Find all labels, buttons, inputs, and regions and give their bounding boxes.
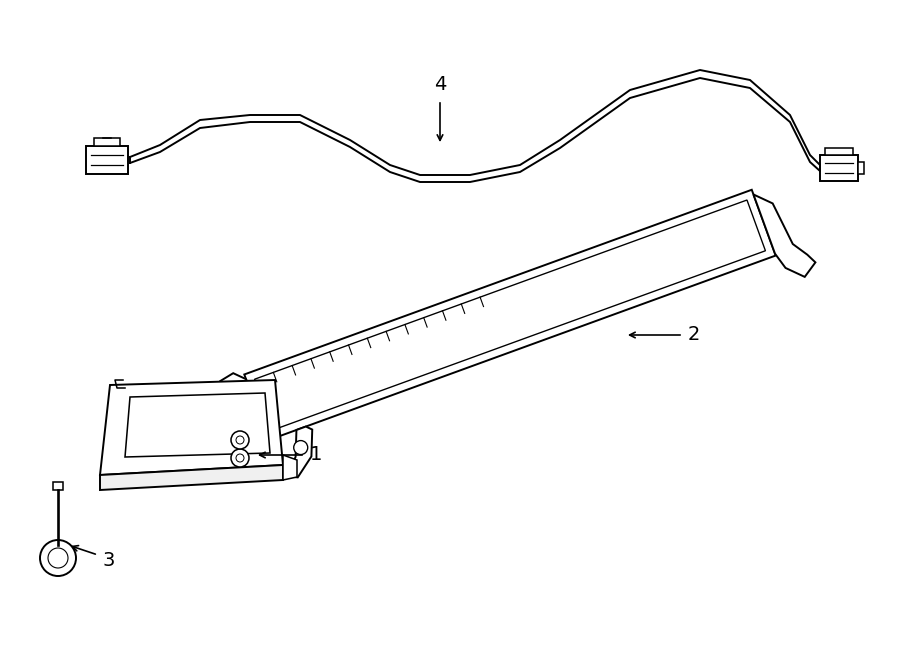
FancyBboxPatch shape bbox=[94, 138, 120, 146]
Text: 4: 4 bbox=[434, 75, 446, 95]
Polygon shape bbox=[283, 455, 297, 480]
Circle shape bbox=[231, 431, 249, 449]
Polygon shape bbox=[125, 393, 270, 457]
Text: 2: 2 bbox=[688, 325, 700, 344]
FancyBboxPatch shape bbox=[86, 146, 128, 174]
Polygon shape bbox=[255, 200, 765, 430]
Polygon shape bbox=[244, 190, 776, 440]
FancyBboxPatch shape bbox=[825, 148, 853, 155]
Polygon shape bbox=[100, 380, 283, 475]
Text: 1: 1 bbox=[310, 446, 322, 465]
Polygon shape bbox=[753, 194, 815, 277]
Circle shape bbox=[236, 436, 244, 444]
Polygon shape bbox=[220, 373, 267, 453]
Polygon shape bbox=[100, 465, 283, 490]
Text: 3: 3 bbox=[102, 551, 114, 570]
Circle shape bbox=[231, 449, 249, 467]
Circle shape bbox=[293, 441, 308, 455]
Circle shape bbox=[48, 548, 68, 568]
FancyBboxPatch shape bbox=[820, 155, 858, 181]
FancyBboxPatch shape bbox=[858, 162, 864, 174]
Polygon shape bbox=[53, 482, 63, 490]
Circle shape bbox=[236, 454, 244, 462]
Polygon shape bbox=[286, 426, 312, 477]
Circle shape bbox=[40, 540, 76, 576]
